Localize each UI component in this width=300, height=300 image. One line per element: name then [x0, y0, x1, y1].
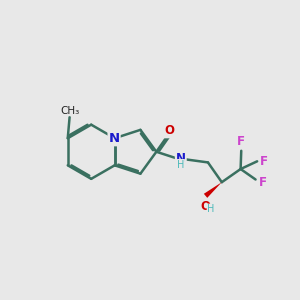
Text: F: F: [259, 176, 266, 189]
Text: F: F: [260, 155, 268, 168]
Text: N: N: [176, 152, 186, 164]
Text: F: F: [237, 135, 245, 148]
Text: CH₃: CH₃: [60, 106, 79, 116]
Text: N: N: [109, 132, 120, 145]
Polygon shape: [204, 182, 222, 198]
Text: O: O: [164, 124, 174, 137]
Text: O: O: [201, 200, 211, 213]
Text: H: H: [207, 204, 214, 214]
Text: H: H: [177, 160, 184, 170]
